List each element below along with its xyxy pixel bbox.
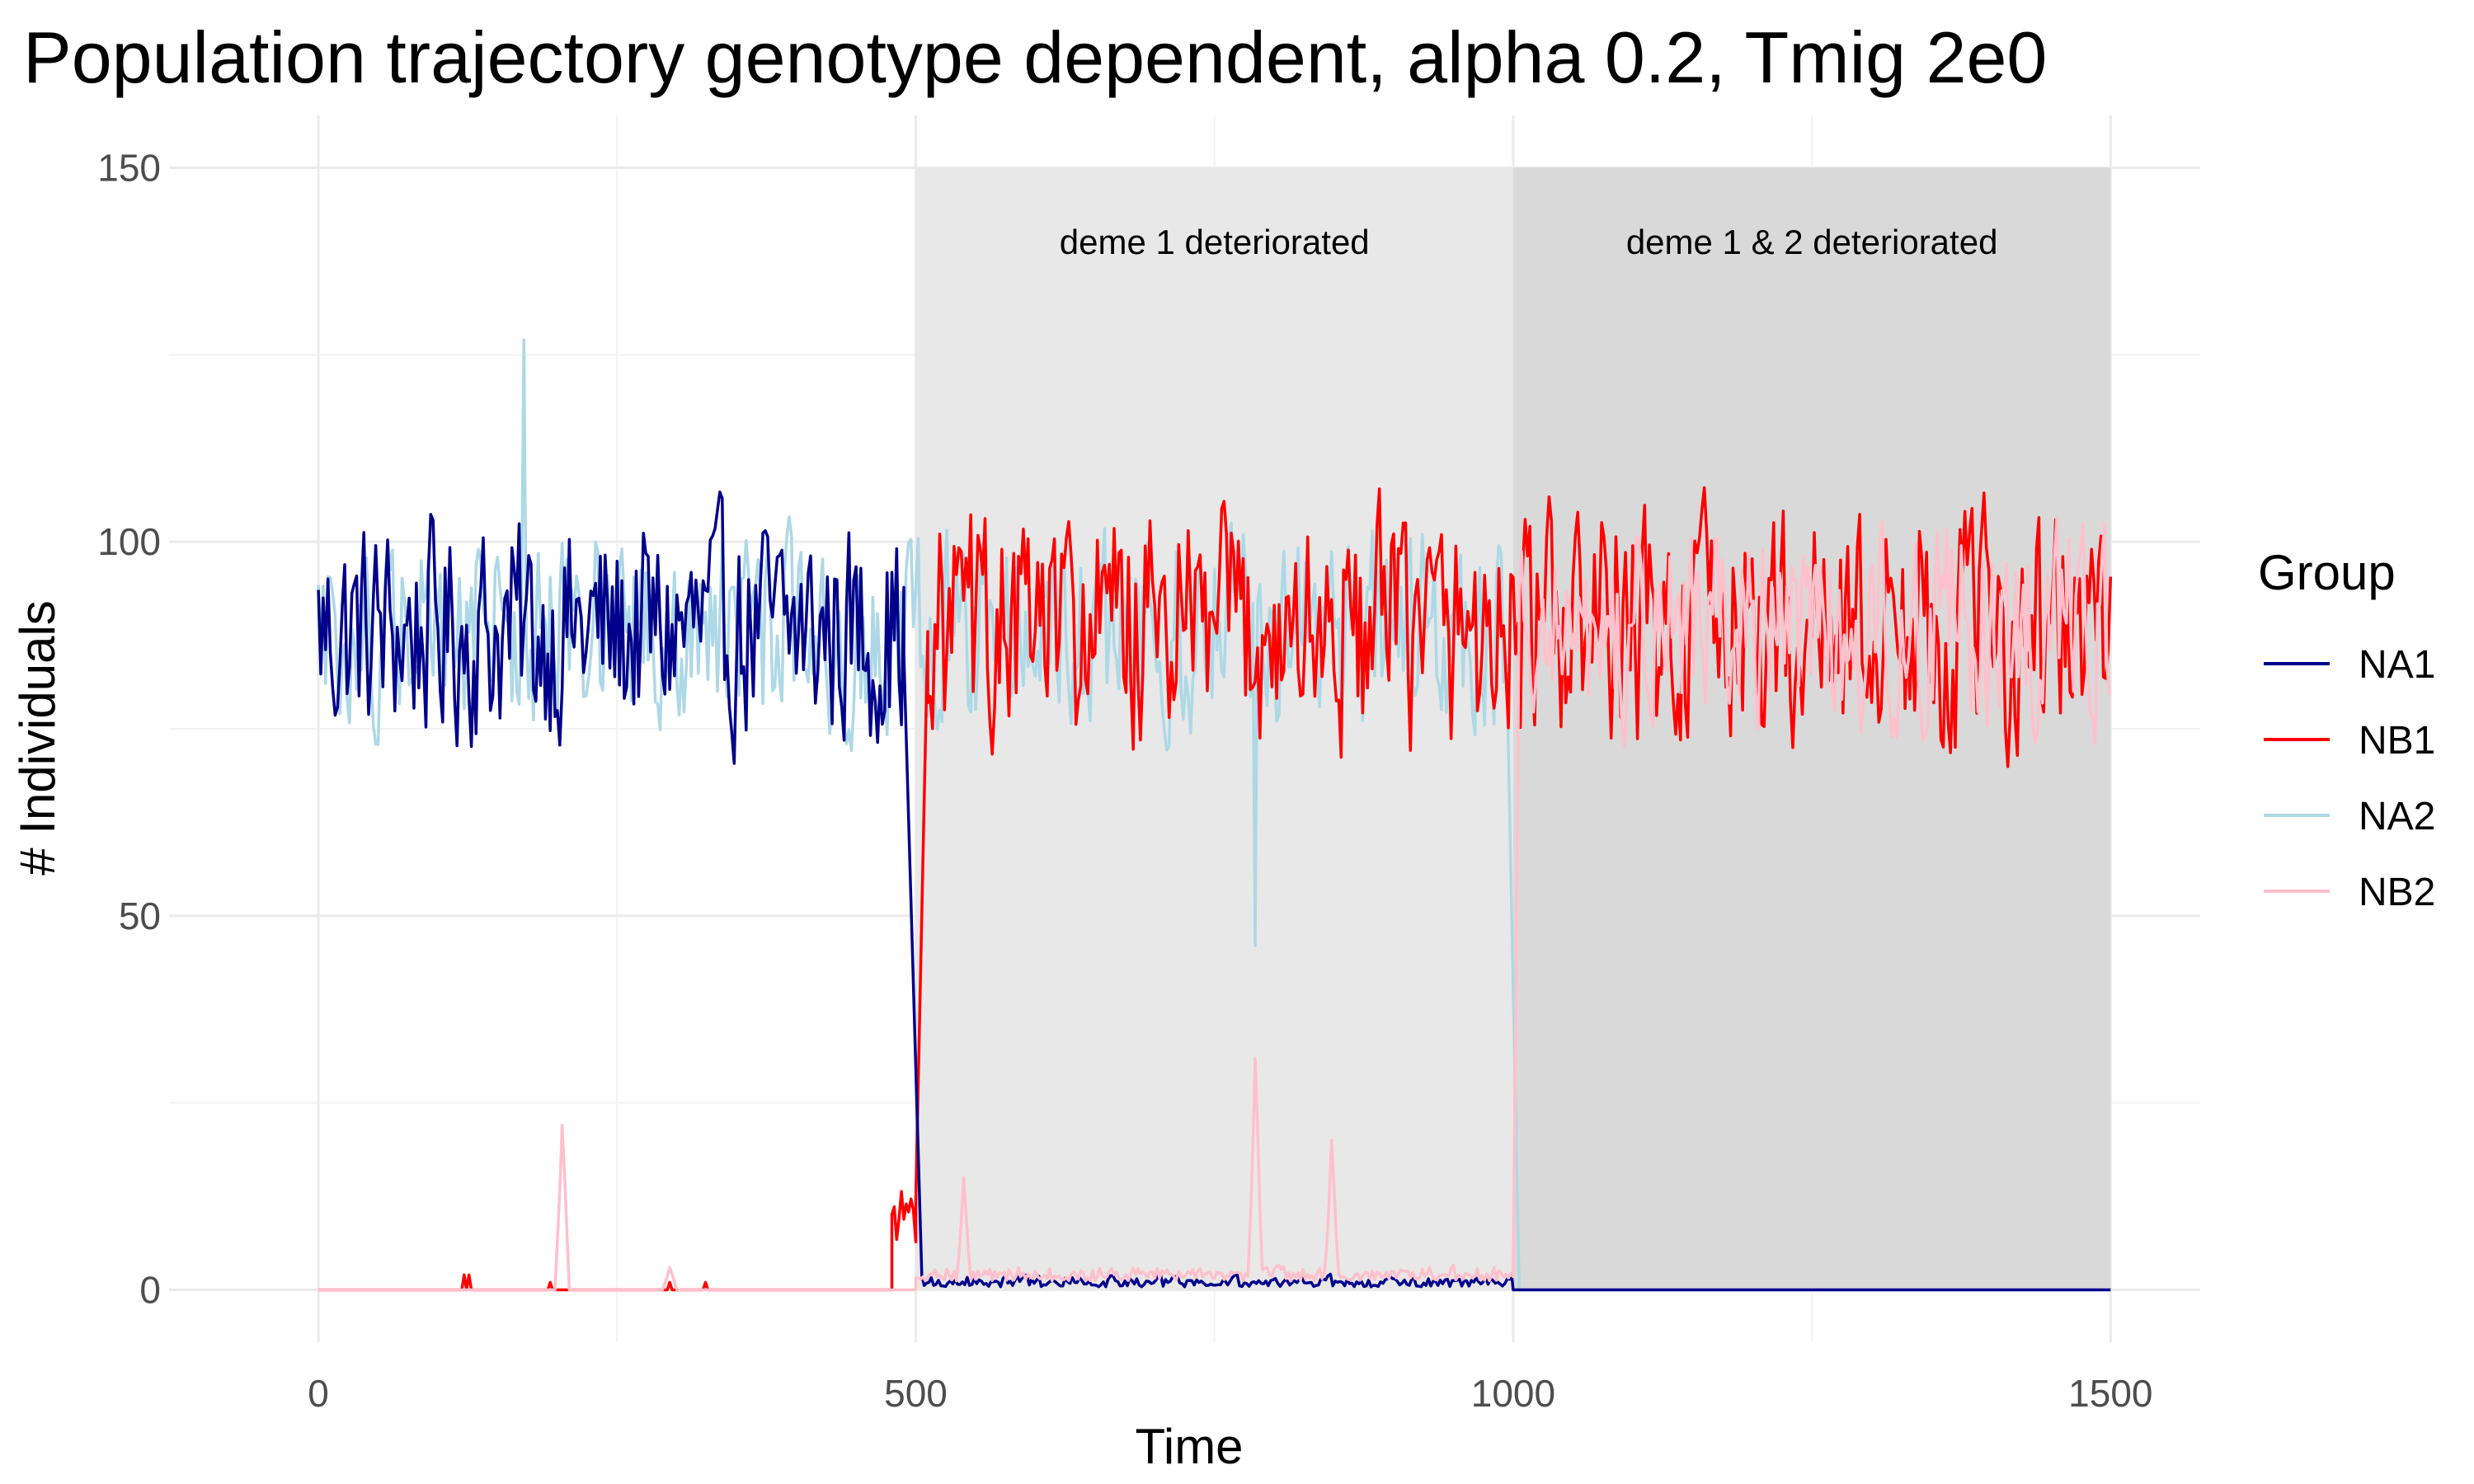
series-line-nb2 bbox=[318, 516, 2111, 1292]
series-line-na1 bbox=[317, 491, 2111, 1292]
legend-label-nb2: NB2 bbox=[2359, 871, 2435, 914]
legend-title: Group bbox=[2258, 545, 2396, 600]
x-tick-label: 500 bbox=[884, 1372, 948, 1415]
shaded-region-2 bbox=[1512, 167, 2111, 1290]
legend: Group NA1 NB1 NA2 NB2 bbox=[2258, 545, 2435, 914]
y-axis-title: # Individuals bbox=[10, 600, 65, 876]
y-tick-label: 0 bbox=[139, 1268, 161, 1311]
legend-label-na1: NA1 bbox=[2359, 643, 2435, 687]
x-tick-label: 1000 bbox=[1471, 1372, 1555, 1415]
shaded-region-1 bbox=[915, 167, 1513, 1290]
legend-entries: NA1 NB1 NA2 NB2 bbox=[2264, 643, 2435, 914]
y-tick-label: 100 bbox=[97, 520, 161, 563]
region-annotations: deme 1 deteriorated deme 1 & 2 deteriorat… bbox=[1060, 223, 1998, 261]
x-tick-label: 0 bbox=[308, 1372, 329, 1415]
legend-label-na2: NA2 bbox=[2359, 795, 2435, 838]
legend-label-nb1: NB1 bbox=[2359, 719, 2435, 763]
x-tick-label: 1500 bbox=[2068, 1372, 2152, 1415]
x-tick-labels: 0 500 1000 1500 bbox=[308, 1372, 2152, 1415]
region-label-1: deme 1 deteriorated bbox=[1060, 223, 1370, 261]
chart-title: Population trajectory genotype dependent… bbox=[23, 16, 2047, 98]
series-layer bbox=[317, 338, 2113, 1292]
x-axis-title: Time bbox=[1135, 1419, 1243, 1474]
y-tick-label: 150 bbox=[97, 147, 161, 190]
y-tick-label: 50 bbox=[119, 895, 161, 937]
region-label-2: deme 1 & 2 deteriorated bbox=[1626, 223, 1998, 261]
y-tick-labels: 0 50 100 150 bbox=[97, 147, 161, 1312]
